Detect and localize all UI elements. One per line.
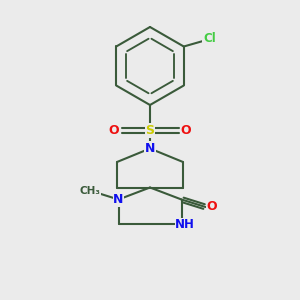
Text: O: O bbox=[206, 200, 217, 213]
Text: CH₃: CH₃ bbox=[79, 185, 100, 196]
Text: O: O bbox=[109, 124, 119, 137]
Text: NH: NH bbox=[175, 218, 195, 232]
Text: N: N bbox=[113, 193, 124, 206]
Text: N: N bbox=[145, 142, 155, 155]
Text: O: O bbox=[181, 124, 191, 137]
Text: S: S bbox=[146, 124, 154, 137]
Text: Cl: Cl bbox=[203, 32, 216, 45]
